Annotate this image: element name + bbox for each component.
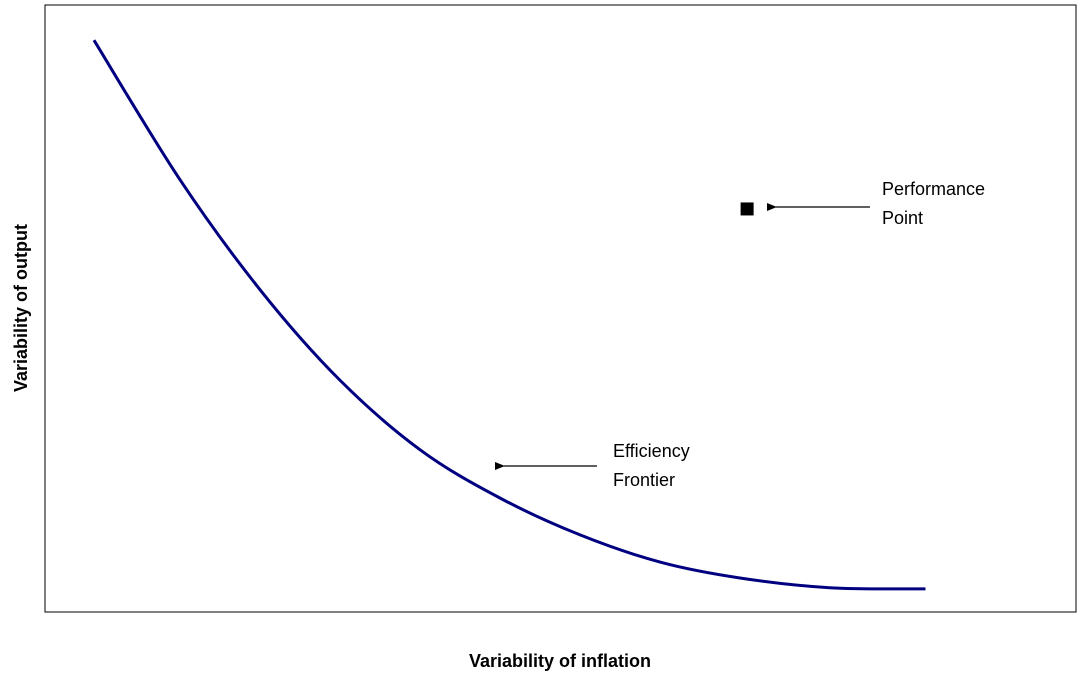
frontier-line — [92, 39, 926, 591]
annotation-text: Efficiency — [613, 441, 690, 461]
x-axis-label: Variability of inflation — [469, 651, 651, 671]
performance-point — [740, 202, 754, 216]
plot-frame — [44, 4, 1077, 613]
annotation-text: Frontier — [613, 470, 675, 490]
annotation-text: Performance — [882, 179, 985, 199]
annotation-text: Point — [882, 208, 923, 228]
y-axis-label: Variability of output — [11, 224, 31, 392]
